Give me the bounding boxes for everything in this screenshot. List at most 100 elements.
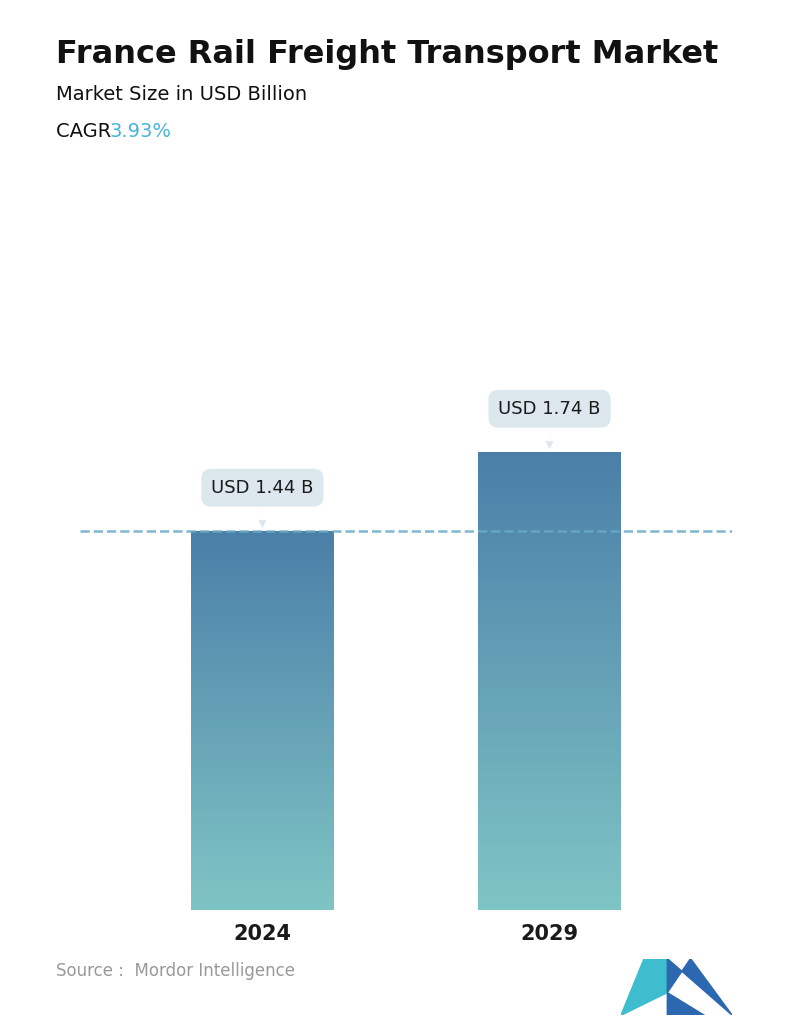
Bar — [190, 621, 334, 624]
Bar — [190, 854, 334, 855]
Bar — [478, 751, 622, 753]
Bar — [478, 585, 622, 586]
Bar — [478, 898, 622, 900]
Bar — [478, 901, 622, 903]
Bar — [478, 507, 622, 509]
Bar — [478, 757, 622, 759]
Bar — [478, 804, 622, 807]
Bar — [478, 803, 622, 804]
Bar — [190, 769, 334, 771]
Bar — [478, 871, 622, 872]
Bar — [190, 774, 334, 776]
Bar — [478, 461, 622, 462]
Bar — [190, 883, 334, 885]
Bar — [190, 849, 334, 851]
Bar — [190, 681, 334, 682]
Bar — [478, 776, 622, 778]
Bar — [478, 557, 622, 558]
Bar — [478, 457, 622, 458]
Bar — [190, 865, 334, 866]
Bar — [190, 908, 334, 909]
Bar — [190, 676, 334, 677]
Bar — [190, 551, 334, 552]
Bar — [478, 783, 622, 785]
Bar — [190, 661, 334, 663]
Bar — [478, 885, 622, 887]
Bar — [190, 573, 334, 574]
Bar — [190, 815, 334, 817]
Bar — [478, 818, 622, 820]
Bar — [190, 780, 334, 781]
Bar — [478, 882, 622, 884]
Bar — [478, 651, 622, 653]
Bar — [478, 692, 622, 693]
Bar — [190, 835, 334, 837]
Bar — [190, 866, 334, 869]
Bar — [190, 707, 334, 709]
Bar — [478, 830, 622, 832]
Bar — [190, 646, 334, 647]
Bar — [478, 468, 622, 470]
Bar — [478, 900, 622, 901]
Bar — [478, 493, 622, 494]
Bar — [190, 872, 334, 874]
Bar — [190, 618, 334, 619]
Bar — [478, 472, 622, 474]
Bar — [190, 810, 334, 812]
Bar — [478, 521, 622, 522]
Bar — [190, 677, 334, 678]
Bar — [190, 658, 334, 659]
Bar — [190, 597, 334, 598]
Bar — [190, 617, 334, 618]
Bar — [478, 713, 622, 714]
Bar — [478, 500, 622, 503]
Bar — [478, 682, 622, 683]
Bar — [190, 635, 334, 636]
Bar — [478, 515, 622, 516]
Bar — [478, 564, 622, 565]
Bar — [190, 538, 334, 539]
Bar — [478, 872, 622, 874]
Bar — [478, 490, 622, 491]
Bar — [478, 858, 622, 859]
Bar — [478, 774, 622, 776]
Bar — [478, 577, 622, 579]
Bar — [190, 664, 334, 665]
Bar — [478, 754, 622, 756]
Bar — [478, 833, 622, 835]
Bar — [478, 865, 622, 868]
Bar — [478, 850, 622, 852]
Bar — [478, 768, 622, 769]
Bar — [478, 810, 622, 811]
Bar — [478, 725, 622, 727]
Bar — [478, 661, 622, 663]
Bar — [478, 788, 622, 789]
Bar — [190, 534, 334, 535]
Bar — [478, 753, 622, 754]
Bar — [478, 843, 622, 845]
Bar — [478, 743, 622, 746]
Bar — [478, 769, 622, 771]
Bar — [190, 844, 334, 846]
Bar — [190, 860, 334, 862]
Bar — [478, 676, 622, 678]
Bar — [478, 596, 622, 597]
Bar — [478, 824, 622, 826]
Bar — [190, 903, 334, 904]
Bar — [190, 642, 334, 643]
Bar — [478, 695, 622, 696]
Bar — [478, 480, 622, 481]
Bar — [190, 826, 334, 828]
Bar — [190, 791, 334, 792]
Bar — [478, 594, 622, 596]
Bar — [478, 535, 622, 536]
Bar — [478, 548, 622, 550]
Bar — [190, 632, 334, 633]
Bar — [190, 901, 334, 903]
Bar — [190, 718, 334, 720]
Bar — [478, 765, 622, 766]
Bar — [478, 614, 622, 615]
Bar — [190, 838, 334, 840]
Bar — [478, 837, 622, 839]
Bar — [190, 886, 334, 887]
